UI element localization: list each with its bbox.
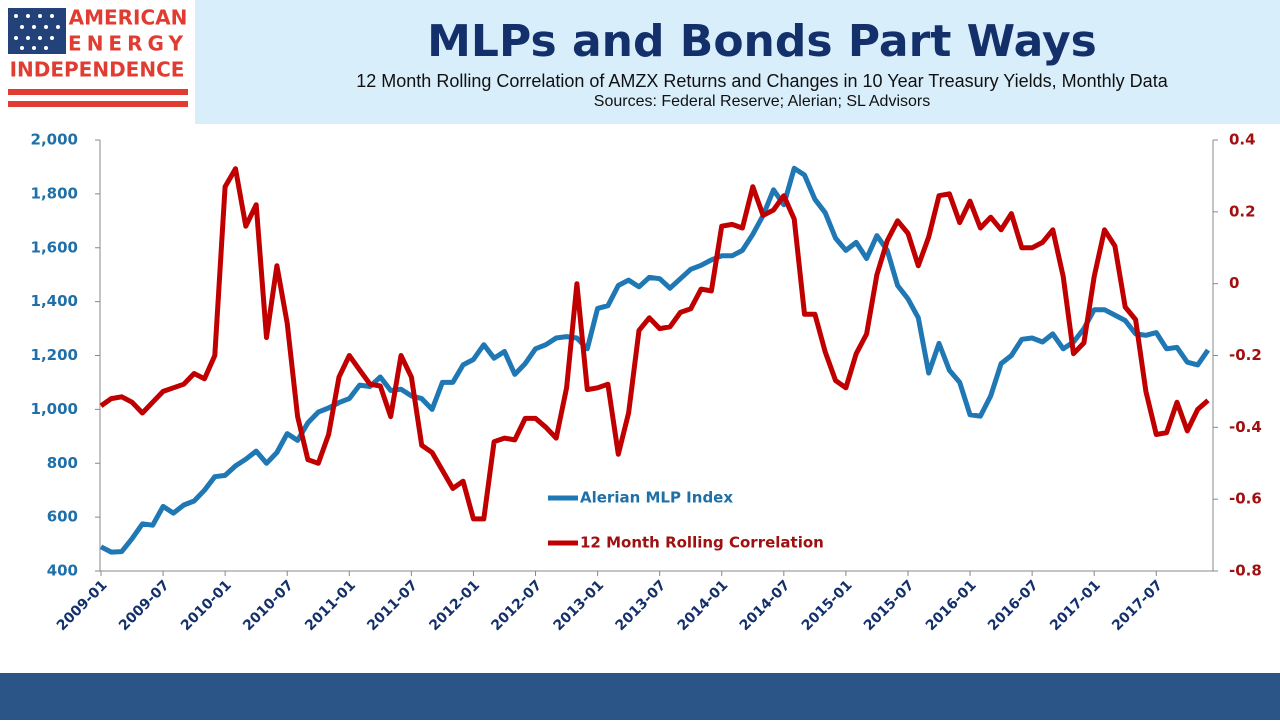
y2-tick-label: -0.8 bbox=[1229, 562, 1262, 580]
y-tick-label: 2,000 bbox=[31, 131, 78, 149]
y-tick-label: 1,400 bbox=[31, 292, 78, 310]
y-tick-label: 1,000 bbox=[31, 400, 78, 418]
x-tick-label: 2016-07 bbox=[985, 577, 1042, 634]
y-tick-label: 1,800 bbox=[31, 184, 78, 202]
x-tick-label: 2009-07 bbox=[116, 577, 173, 634]
x-tick-label: 2011-01 bbox=[302, 577, 359, 634]
x-tick-label: 2010-01 bbox=[178, 577, 235, 634]
y2-tick-label: 0 bbox=[1229, 274, 1239, 292]
x-tick-label: 2017-01 bbox=[1047, 577, 1104, 634]
x-tick-label: 2015-01 bbox=[799, 577, 856, 634]
y-tick-label: 800 bbox=[47, 454, 78, 472]
x-tick-label: 2013-01 bbox=[550, 577, 607, 634]
chart-subtitle: 12 Month Rolling Correlation of AMZX Ret… bbox=[356, 71, 1168, 91]
x-tick-label: 2013-07 bbox=[613, 577, 670, 634]
logo-stripe bbox=[8, 101, 188, 107]
x-tick-label: 2009-01 bbox=[54, 577, 111, 634]
legend-label: 12 Month Rolling Correlation bbox=[580, 534, 824, 552]
x-tick-label: 2017-07 bbox=[1109, 577, 1166, 634]
x-tick-label: 2010-07 bbox=[240, 577, 297, 634]
logo-stars bbox=[14, 14, 60, 50]
logo-stripe bbox=[8, 89, 188, 95]
legend-label: Alerian MLP Index bbox=[580, 489, 733, 507]
y-tick-label: 1,200 bbox=[31, 346, 78, 364]
y2-tick-label: -0.2 bbox=[1229, 346, 1262, 364]
x-tick-label: 2012-01 bbox=[426, 577, 483, 634]
series-line bbox=[99, 166, 1210, 522]
x-tick-label: 2012-07 bbox=[488, 577, 545, 634]
y2-tick-label: -0.6 bbox=[1229, 490, 1262, 508]
logo-text: ENERGY bbox=[68, 32, 188, 56]
x-tick-label: 2014-07 bbox=[737, 577, 794, 634]
y2-tick-label: 0.4 bbox=[1229, 131, 1256, 149]
y2-tick-label: 0.2 bbox=[1229, 202, 1256, 220]
chart-title: MLPs and Bonds Part Ways bbox=[427, 16, 1097, 67]
x-tick-label: 2015-07 bbox=[861, 577, 918, 634]
series-line bbox=[99, 165, 1211, 555]
chart-source: Sources: Federal Reserve; Alerian; SL Ad… bbox=[594, 93, 930, 110]
logo-text: AMERICAN bbox=[69, 6, 188, 30]
logo-text: INDEPENDENCE bbox=[10, 58, 185, 82]
y-tick-label: 1,600 bbox=[31, 238, 78, 256]
x-tick-label: 2016-01 bbox=[923, 577, 980, 634]
x-tick-label: 2011-07 bbox=[364, 577, 421, 634]
y2-tick-label: -0.4 bbox=[1229, 418, 1262, 436]
x-tick-label: 2014-01 bbox=[675, 577, 732, 634]
header-band bbox=[195, 0, 1280, 124]
y-tick-label: 600 bbox=[47, 508, 78, 526]
footer-band bbox=[0, 673, 1280, 720]
y-tick-label: 400 bbox=[47, 562, 78, 580]
